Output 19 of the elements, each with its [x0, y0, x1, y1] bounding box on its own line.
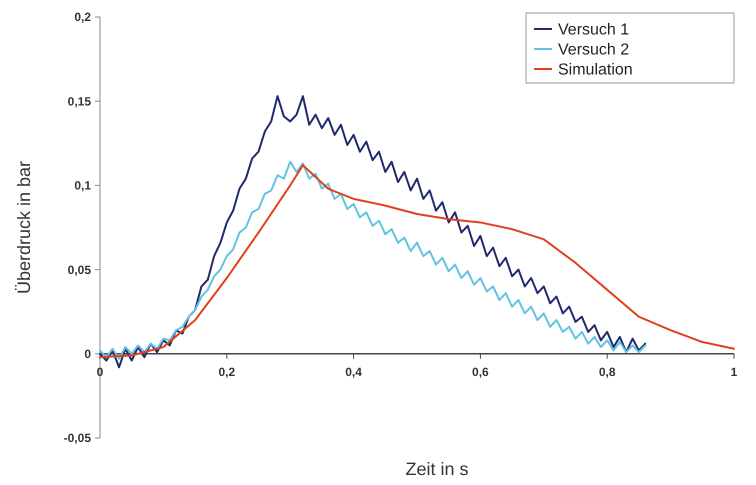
y-tick-label: -0,05	[64, 431, 92, 446]
y-tick-label: 0,15	[68, 94, 92, 108]
x-tick-label: 0,4	[345, 364, 362, 379]
x-tick-label: 0,6	[472, 364, 490, 379]
legend-label: Versuch 1	[558, 22, 630, 39]
legend-label: Versuch 2	[558, 42, 630, 59]
y-axis-title: Überdruck in bar	[14, 160, 34, 294]
y-tick-label: 0,2	[74, 10, 92, 24]
y-tick-label: 0,1	[74, 178, 92, 193]
x-axis-title: Zeit in s	[405, 459, 469, 479]
legend-label: Simulation	[558, 62, 633, 79]
x-tick-label: 0,2	[218, 364, 236, 379]
line-series	[99, 160, 646, 360]
x-tick-label: 1	[730, 364, 738, 379]
y-tick-label: 0	[84, 347, 92, 361]
line-series	[99, 164, 735, 358]
y-tick-label: 0,05	[68, 262, 92, 277]
line-series	[99, 95, 646, 368]
x-tick-label: 0,8	[598, 364, 616, 379]
